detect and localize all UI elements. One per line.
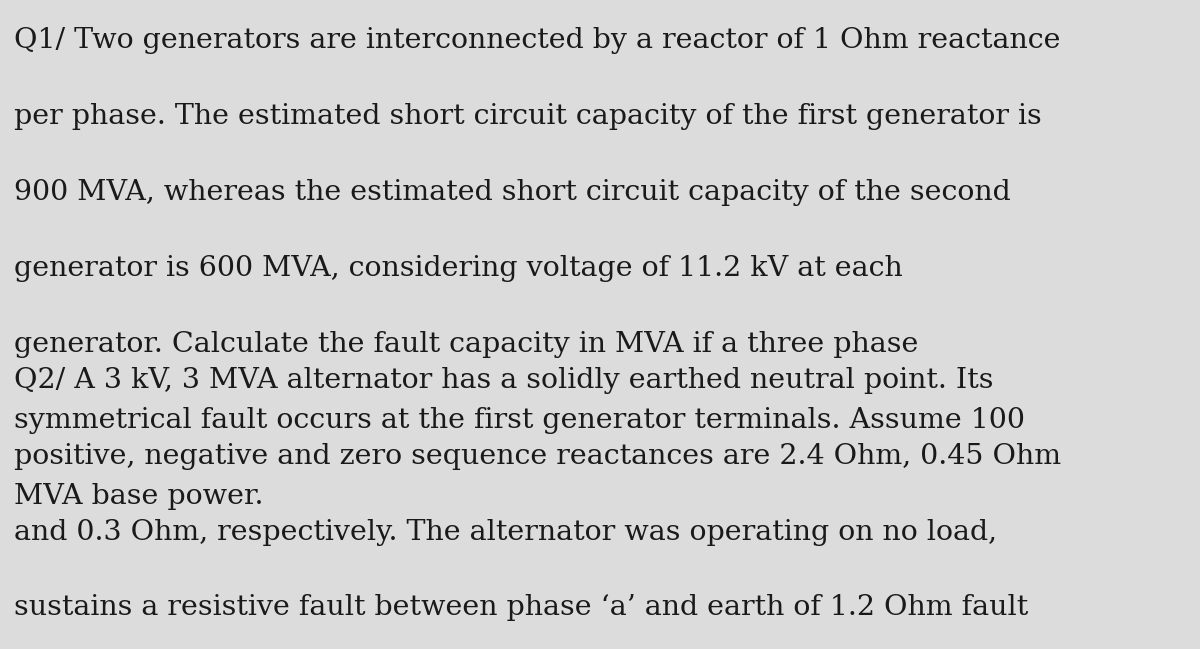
- Text: sustains a resistive fault between phase ‘a’ and earth of 1.2 Ohm fault: sustains a resistive fault between phase…: [14, 594, 1028, 622]
- Text: symmetrical fault occurs at the first generator terminals. Assume 100: symmetrical fault occurs at the first ge…: [14, 407, 1026, 434]
- Text: generator. Calculate the fault capacity in MVA if a three phase: generator. Calculate the fault capacity …: [14, 331, 919, 358]
- Text: generator is 600 MVA, considering voltage of 11.2 kV at each: generator is 600 MVA, considering voltag…: [14, 255, 904, 282]
- Text: and 0.3 Ohm, respectively. The alternator was operating on no load,: and 0.3 Ohm, respectively. The alternato…: [14, 519, 997, 546]
- Text: Q2/ A 3 kV, 3 MVA alternator has a solidly earthed neutral point. Its: Q2/ A 3 kV, 3 MVA alternator has a solid…: [14, 367, 994, 394]
- Text: per phase. The estimated short circuit capacity of the first generator is: per phase. The estimated short circuit c…: [14, 103, 1042, 130]
- Text: 900 MVA, whereas the estimated short circuit capacity of the second: 900 MVA, whereas the estimated short cir…: [14, 179, 1012, 206]
- Text: positive, negative and zero sequence reactances are 2.4 Ohm, 0.45 Ohm: positive, negative and zero sequence rea…: [14, 443, 1062, 470]
- Text: MVA base power.: MVA base power.: [14, 483, 264, 510]
- Text: Q1/ Two generators are interconnected by a reactor of 1 Ohm reactance: Q1/ Two generators are interconnected by…: [14, 27, 1061, 55]
